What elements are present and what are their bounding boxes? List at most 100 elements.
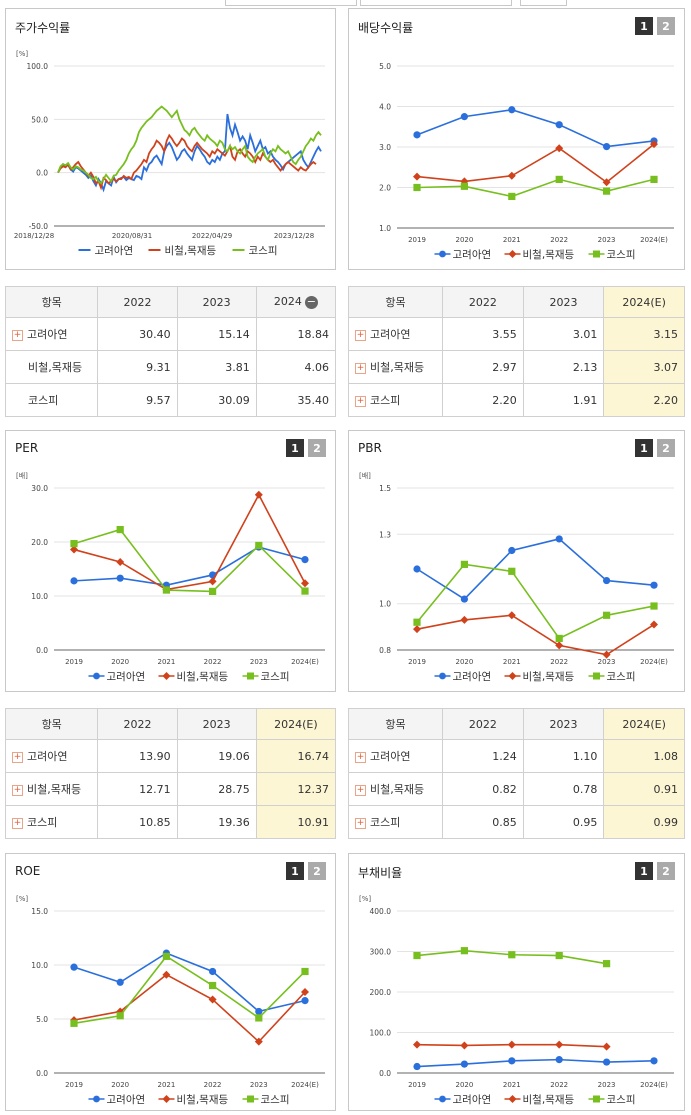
- data-point[interactable]: [602, 178, 611, 187]
- data-point[interactable]: [413, 1062, 421, 1071]
- data-point[interactable]: [602, 1042, 611, 1051]
- data-point[interactable]: [555, 121, 563, 129]
- data-point[interactable]: [508, 1057, 516, 1065]
- row-name-cell[interactable]: + 비철,목재등: [4, 772, 99, 806]
- data-point[interactable]: [650, 140, 658, 149]
- data-point[interactable]: [162, 970, 171, 979]
- data-point[interactable]: [116, 574, 124, 582]
- data-point[interactable]: [460, 182, 468, 190]
- data-point[interactable]: [650, 175, 658, 183]
- data-point[interactable]: [70, 963, 78, 971]
- data-point[interactable]: [603, 1058, 611, 1066]
- data-point[interactable]: [116, 1012, 124, 1020]
- data-point[interactable]: [555, 641, 564, 650]
- expand-plus-icon[interactable]: +: [355, 362, 366, 374]
- row-name-cell[interactable]: + 코스피: [347, 383, 444, 417]
- data-point[interactable]: [460, 595, 468, 603]
- expand-plus-icon[interactable]: +: [355, 784, 366, 796]
- data-point[interactable]: [209, 981, 217, 990]
- data-point[interactable]: [650, 581, 658, 589]
- chart-toggle-button-2[interactable]: 2: [657, 17, 675, 35]
- data-point[interactable]: [650, 620, 658, 629]
- data-point[interactable]: [555, 175, 563, 183]
- data-point[interactable]: [555, 1040, 564, 1049]
- expand-plus-icon[interactable]: +: [355, 817, 366, 829]
- chart-toggle-button-1[interactable]: 1: [635, 17, 653, 35]
- data-point[interactable]: [162, 952, 170, 960]
- data-point[interactable]: [255, 541, 263, 550]
- data-point[interactable]: [508, 546, 516, 555]
- data-point[interactable]: [254, 490, 263, 499]
- data-point[interactable]: [508, 951, 516, 959]
- data-point[interactable]: [301, 988, 309, 996]
- data-point[interactable]: [460, 615, 469, 624]
- data-point[interactable]: [460, 1060, 468, 1068]
- expand-plus-icon[interactable]: +: [355, 751, 366, 763]
- data-point[interactable]: [413, 625, 421, 634]
- expand-plus-icon[interactable]: +: [12, 817, 23, 829]
- data-point[interactable]: [162, 586, 170, 594]
- data-point[interactable]: [508, 567, 516, 575]
- data-point[interactable]: [413, 183, 421, 192]
- expand-plus-icon[interactable]: +: [12, 784, 23, 796]
- data-point[interactable]: [603, 611, 611, 619]
- row-name-cell[interactable]: + 코스피: [4, 805, 99, 839]
- data-point[interactable]: [603, 960, 611, 968]
- expand-plus-icon[interactable]: +: [355, 395, 366, 407]
- data-point[interactable]: [508, 192, 516, 201]
- data-point[interactable]: [413, 951, 421, 960]
- data-point[interactable]: [301, 967, 309, 976]
- data-point[interactable]: [254, 1037, 263, 1046]
- chart-toggle-button-2[interactable]: 2: [308, 862, 326, 880]
- data-point[interactable]: [555, 1056, 563, 1064]
- data-point[interactable]: [70, 1019, 78, 1027]
- data-point[interactable]: [413, 565, 421, 573]
- data-point[interactable]: [460, 947, 468, 955]
- row-name-cell[interactable]: + 비철,목재등: [347, 350, 444, 384]
- data-point[interactable]: [507, 171, 516, 180]
- data-point[interactable]: [508, 106, 516, 114]
- row-name-cell[interactable]: + 고려아연: [347, 317, 444, 351]
- data-point[interactable]: [255, 1007, 263, 1016]
- data-point[interactable]: [116, 557, 125, 566]
- collapse-minus-icon[interactable]: −: [304, 294, 318, 309]
- data-point[interactable]: [301, 556, 309, 564]
- data-point[interactable]: [603, 576, 611, 585]
- data-point[interactable]: [209, 967, 217, 976]
- data-point[interactable]: [413, 172, 421, 181]
- data-point[interactable]: [507, 1040, 516, 1049]
- data-point[interactable]: [507, 611, 516, 620]
- expand-plus-icon[interactable]: +: [12, 329, 23, 341]
- data-point[interactable]: [603, 142, 611, 151]
- chart-toggle-button-1[interactable]: 1: [635, 862, 653, 880]
- data-point[interactable]: [255, 1014, 263, 1022]
- chart-toggle-button-1[interactable]: 1: [286, 862, 304, 880]
- chart-toggle-button-1[interactable]: 1: [286, 439, 304, 457]
- data-point[interactable]: [460, 1041, 469, 1050]
- row-name-cell[interactable]: + 고려아연: [347, 739, 444, 773]
- data-point[interactable]: [460, 113, 468, 121]
- data-point[interactable]: [208, 577, 217, 586]
- data-point[interactable]: [301, 997, 309, 1005]
- data-point[interactable]: [413, 1040, 421, 1049]
- data-point[interactable]: [602, 650, 611, 659]
- data-point[interactable]: [413, 618, 421, 626]
- expand-plus-icon[interactable]: +: [12, 751, 23, 763]
- data-point[interactable]: [413, 131, 421, 139]
- data-point[interactable]: [116, 978, 124, 986]
- data-point[interactable]: [460, 560, 468, 568]
- chart-toggle-button-1[interactable]: 1: [635, 439, 653, 457]
- row-name-cell[interactable]: + 코스피: [347, 805, 444, 839]
- data-point[interactable]: [555, 634, 563, 643]
- data-point[interactable]: [650, 602, 658, 610]
- data-point[interactable]: [301, 579, 309, 588]
- row-name-cell[interactable]: + 고려아연: [4, 317, 99, 351]
- data-point[interactable]: [70, 577, 78, 585]
- data-point[interactable]: [70, 545, 78, 554]
- data-point[interactable]: [555, 144, 564, 153]
- row-name-cell[interactable]: + 고려아연: [4, 739, 99, 773]
- expand-plus-icon[interactable]: +: [355, 329, 366, 341]
- row-name-cell[interactable]: + 비철,목재등: [347, 772, 444, 806]
- chart-toggle-button-2[interactable]: 2: [657, 439, 675, 457]
- data-point[interactable]: [208, 995, 217, 1004]
